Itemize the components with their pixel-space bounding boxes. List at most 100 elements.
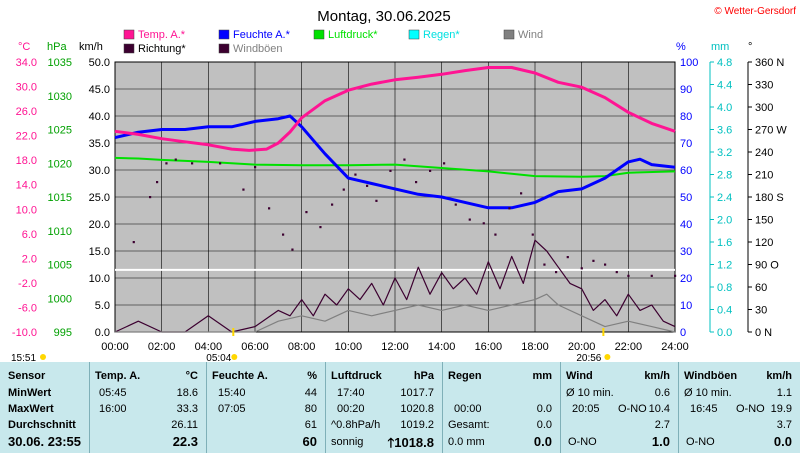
gust-avg-10min: 1.1 — [776, 387, 792, 399]
direction-point — [268, 207, 271, 210]
direction-tick-label: 60 — [755, 282, 767, 294]
rain-tick-label: 1.6 — [717, 237, 732, 249]
time-tick-label: 06:00 — [241, 341, 269, 353]
sunrise-icon — [231, 354, 238, 360]
direction-point — [319, 226, 322, 229]
wind-tick-label: 35.0 — [89, 138, 110, 150]
humidity-tick-label: 60 — [680, 165, 692, 177]
gust-current: 0.0 — [773, 434, 792, 449]
sunset-label: 20:56 — [576, 353, 601, 362]
temp-tick-label: 6.0 — [22, 229, 37, 241]
time-tick-label: 12:00 — [381, 341, 409, 353]
sunrise-marker — [232, 328, 235, 336]
rain-tick-label: 2.4 — [717, 192, 732, 204]
temp-tick-label: 34.0 — [16, 57, 37, 69]
direction-point — [604, 263, 607, 266]
rain-value: 0.0 — [536, 403, 552, 415]
temp-tick-label: -2.0 — [18, 278, 37, 290]
direction-tick-label: 240 — [755, 147, 773, 159]
pressure-current: 🡑1018.8 — [387, 434, 434, 456]
rain-tick-label: 2.0 — [717, 215, 732, 227]
summary-table: Sensor MinWert MaxWert Durchschnitt 30.0… — [0, 362, 800, 453]
direction-point — [580, 267, 583, 270]
rain-total-label: Gesamt: — [448, 419, 490, 431]
legend-label: Feuchte A.* — [233, 29, 291, 41]
direction-point — [592, 259, 595, 262]
wind-tick-label: 10.0 — [89, 273, 110, 285]
series-feuchte — [114, 114, 676, 210]
pressure-tick-label: 1010 — [48, 226, 72, 238]
direction-tick-label: 300 — [755, 102, 773, 114]
pressure-max: 1020.8 — [400, 403, 434, 415]
humidity-unit-label: % — [676, 41, 686, 53]
rain-tick-label: 4.0 — [717, 102, 732, 114]
temp-unit-label: °C — [18, 41, 30, 53]
direction-point — [520, 192, 523, 195]
current-date: 30.06. 23:55 — [8, 434, 82, 449]
rain-unit-label: mm — [711, 41, 729, 53]
pressure-avg: 1019.2 — [400, 419, 434, 431]
wind-max: 10.4 — [648, 403, 670, 415]
humidity-tick-label: 30 — [680, 246, 692, 258]
pressure-min-time: 17:40 — [337, 387, 365, 399]
wind-current: 1.0 — [651, 434, 670, 449]
pressure-column: Luftdruck hPa 17:40 1017.7 00:20 1020.8 … — [325, 362, 442, 453]
wind-tick-label: 30.0 — [89, 165, 110, 177]
direction-tick-label: 0 N — [755, 327, 772, 339]
rain-tick-label: 4.8 — [717, 57, 732, 69]
pressure-unit: hPa — [413, 370, 434, 382]
temp-column: Temp. A. °C 05:45 18.6 16:00 33.3 26.11 … — [89, 362, 206, 453]
legend-swatch — [123, 29, 135, 40]
legend-label: Richtung* — [138, 43, 186, 55]
temp-unit: °C — [185, 370, 198, 382]
direction-point — [415, 181, 418, 184]
rain-tick-label: 0.4 — [717, 305, 732, 317]
direction-point — [132, 241, 135, 244]
pressure-unit-label: hPa — [47, 41, 67, 53]
series-wind — [115, 293, 676, 333]
legend-label: Wind — [518, 29, 543, 41]
wind-header: Wind — [566, 370, 593, 382]
direction-point — [482, 222, 485, 225]
avg-label: Durchschnitt — [8, 419, 76, 431]
legend: Temp. A.* Feuchte A.* Luftdruck* Regen* Wind… — [123, 29, 543, 55]
direction-point — [615, 271, 618, 274]
legend-swatch — [218, 29, 230, 40]
max-label: MaxWert — [8, 403, 54, 415]
wind-avg-label: Ø 10 min. — [566, 387, 614, 399]
rain-tick-label: 1.2 — [717, 260, 732, 272]
wind-unit-label: km/h — [79, 41, 103, 53]
direction-point — [650, 274, 653, 277]
wind-unit: km/h — [644, 370, 670, 382]
direction-point — [242, 188, 245, 191]
humidity-column: Feuchte A. % 15:40 44 07:05 80 61 60 — [206, 362, 325, 453]
wind-tick-label: 20.0 — [89, 219, 110, 231]
weather-state: sonnig — [331, 436, 364, 448]
direction-point — [468, 218, 471, 221]
sensor-header: Sensor — [8, 370, 46, 382]
direction-tick-label: 180 S — [755, 192, 784, 204]
direction-point — [156, 181, 159, 184]
direction-point — [282, 233, 285, 236]
direction-point — [627, 274, 630, 277]
sun-icon — [40, 354, 46, 360]
rain-current: 0.0 — [533, 434, 552, 449]
temp-tick-label: 10.0 — [16, 204, 37, 216]
wind-column: Wind km/h Ø 10 min. 0.6 20:05 O-NO 10.4 … — [560, 362, 678, 453]
wind-direction: O-NO — [568, 436, 597, 448]
direction-tick-label: 360 N — [755, 57, 784, 69]
direction-point — [331, 203, 334, 206]
time-tick-label: 02:00 — [148, 341, 176, 353]
legend-swatch — [313, 29, 325, 40]
humidity-min-time: 15:40 — [218, 387, 246, 399]
rain-column: Regen mm 00:00 0.0 Gesamt: 0.0 0.0 mm 0.… — [442, 362, 560, 453]
rain-tick-label: 3.6 — [717, 125, 732, 137]
legend-swatch — [408, 29, 420, 40]
direction-point — [674, 274, 677, 277]
rain-header: Regen — [448, 370, 482, 382]
pressure-tick-label: 1000 — [48, 293, 72, 305]
rain-tick-label: 2.8 — [717, 170, 732, 182]
humidity-tick-label: 90 — [680, 84, 692, 96]
humidity-tick-label: 0 — [680, 327, 686, 339]
direction-point — [366, 184, 369, 187]
